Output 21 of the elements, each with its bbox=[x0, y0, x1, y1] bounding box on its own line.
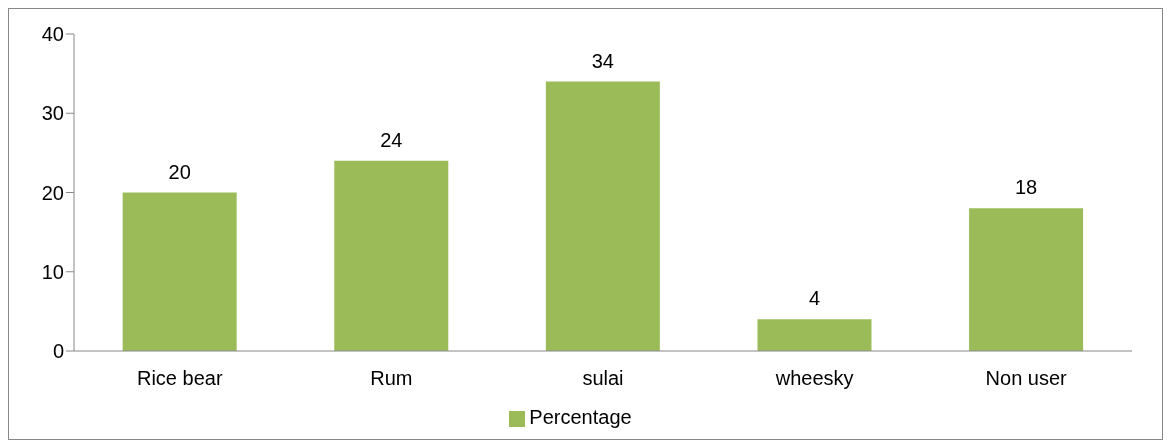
y-tick-label: 10 bbox=[41, 260, 64, 283]
y-tick-label: 20 bbox=[41, 181, 64, 204]
y-tick-label: 0 bbox=[52, 340, 64, 363]
data-label: 34 bbox=[591, 49, 614, 72]
x-tick-label: sulai bbox=[582, 367, 624, 390]
y-tick-label: 40 bbox=[41, 23, 64, 46]
bar bbox=[969, 208, 1084, 351]
data-label: 4 bbox=[808, 287, 821, 310]
x-tick-label: Rice bear bbox=[137, 367, 223, 390]
data-label: 24 bbox=[380, 128, 403, 151]
bar bbox=[334, 160, 449, 351]
x-tick-label: Rum bbox=[370, 367, 413, 390]
bar bbox=[545, 81, 660, 351]
x-tick-label: Non user bbox=[985, 367, 1068, 390]
y-tick-label: 30 bbox=[41, 102, 64, 125]
bar bbox=[122, 192, 237, 351]
bar bbox=[757, 319, 872, 351]
data-label: 20 bbox=[168, 160, 191, 183]
x-tick-label: wheesky bbox=[774, 367, 854, 390]
data-label: 18 bbox=[1014, 176, 1038, 199]
legend-label: Percentage bbox=[529, 406, 632, 428]
